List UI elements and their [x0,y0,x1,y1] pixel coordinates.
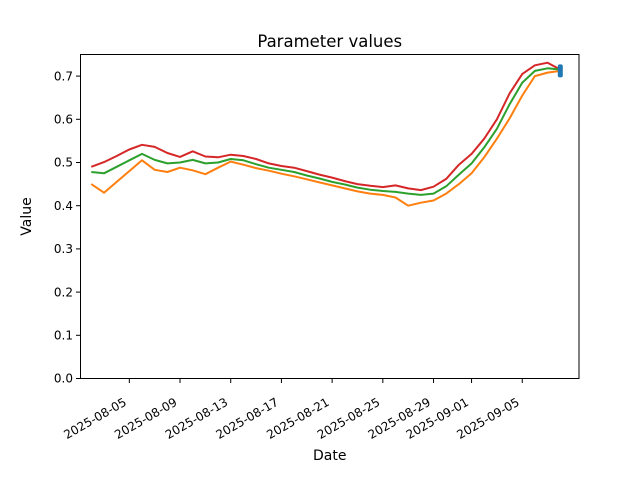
x-axis-label: Date [313,448,346,464]
y-axis-label: Value [19,197,35,235]
markers [557,64,563,78]
green-line [91,67,561,196]
orange-line [90,69,561,207]
y-tick-label: 0.5 [54,156,73,170]
y-tick-label: 0.6 [54,113,73,127]
series-lines [90,61,561,207]
y-tick-label: 0.2 [54,285,73,299]
y-tick-label: 0.1 [54,329,73,343]
chart-title: Parameter values [257,32,402,51]
y-tick-label: 0.4 [54,199,73,213]
red-line [90,61,561,192]
y-tick-label: 0.3 [54,242,73,256]
y-tick-label: 0.7 [54,69,73,83]
axis-ticks: 0.00.10.20.30.40.50.60.72025-08-052025-0… [54,69,523,442]
y-tick-label: 0.0 [54,372,73,386]
plot-border [80,54,580,379]
end-marker [557,64,563,78]
